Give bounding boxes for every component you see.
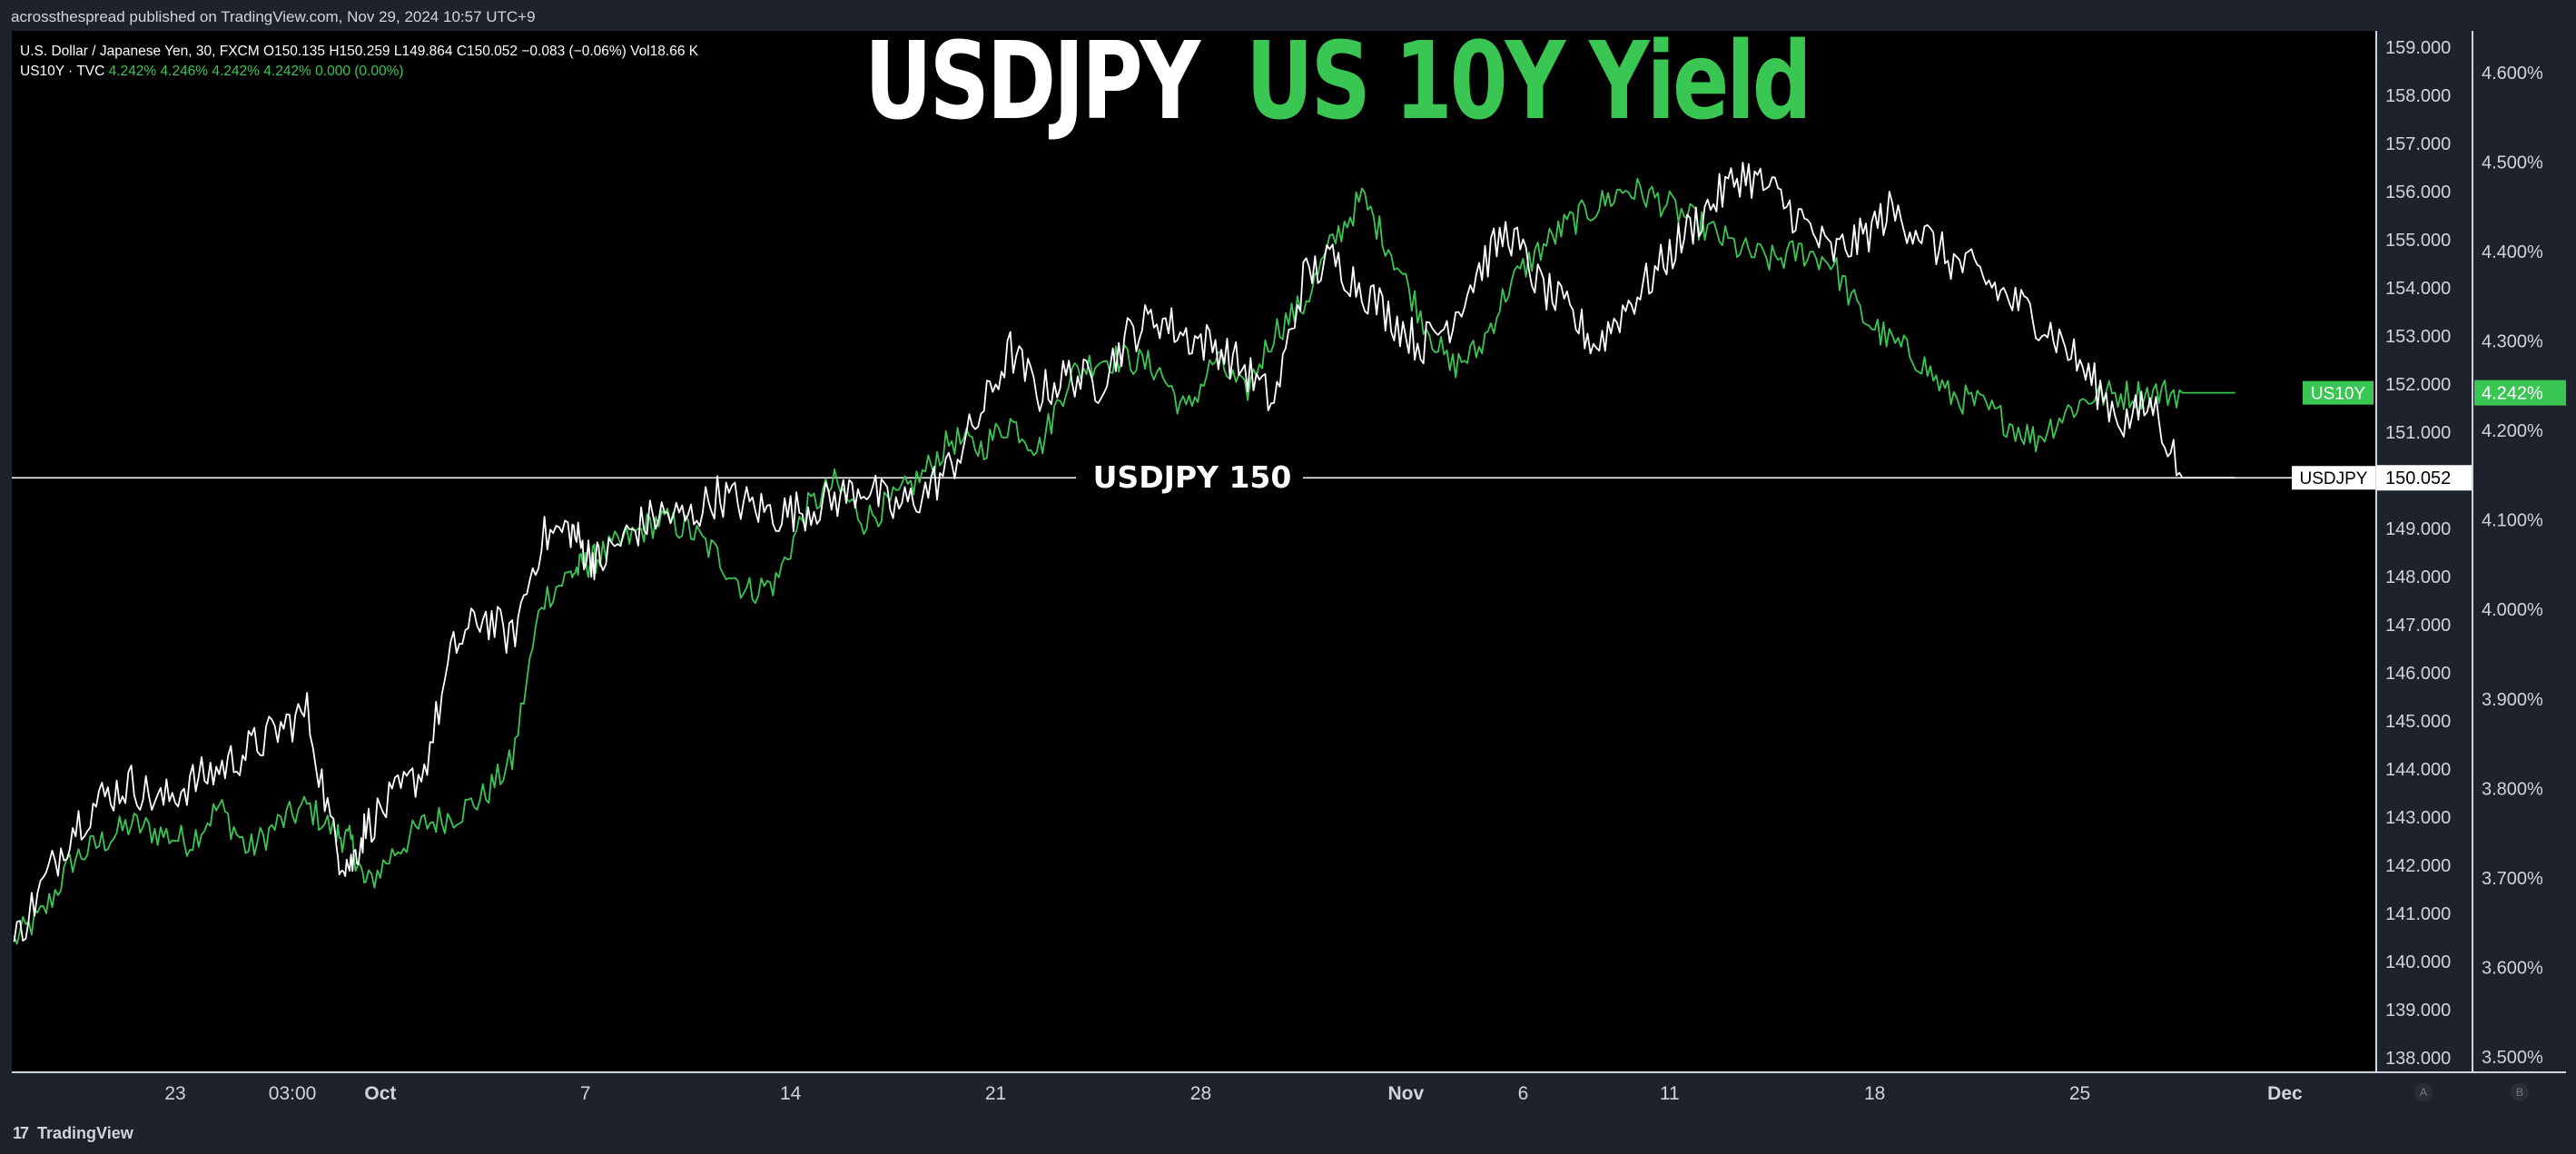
time-axis-tick: 11 [1660, 1083, 1680, 1104]
legend-usdjpy: U.S. Dollar / Japanese Yen, 30, FXCM O15… [20, 44, 698, 60]
us10y-series-tag: US10Y [2311, 385, 2366, 404]
us10y-axis-tick: 3.700% [2482, 869, 2543, 889]
price-axis-right-panel[interactable] [2474, 31, 2566, 1112]
usdjpy-axis-tick: 141.000 [2385, 904, 2451, 924]
usdjpy-tag-bg [2292, 466, 2375, 490]
tradingview-brand[interactable]: 17 TradingView [13, 1124, 133, 1143]
us10y-axis-tick: 4.200% [2482, 421, 2543, 441]
usdjpy-last-value: 150.052 [2385, 469, 2451, 488]
legend-us10y-label: US10Y · TVC [20, 64, 105, 79]
time-axis-tick: Oct [364, 1083, 396, 1104]
us10y-axis-tick: 3.800% [2482, 779, 2543, 799]
time-axis-tick: 03:00 [269, 1083, 317, 1104]
us10y-axis-tick: 3.500% [2482, 1048, 2543, 1068]
usdjpy-150-label-bg [1076, 459, 1303, 497]
usdjpy-axis-tick: 142.000 [2385, 856, 2451, 876]
scale-button-label: B [2516, 1086, 2523, 1099]
tradingview-logo-icon: 17 [13, 1124, 29, 1142]
usdjpy-axis-tick: 154.000 [2385, 279, 2451, 299]
scale-button-label: A [2420, 1086, 2427, 1099]
time-axis-tick: 18 [1864, 1083, 1885, 1104]
legend-us10y-values: 4.242% 4.246% 4.242% 4.242% 0.000 (0.00%… [108, 64, 404, 79]
time-axis-tick: Nov [1387, 1083, 1424, 1104]
us10y-axis-tick: 4.500% [2482, 153, 2543, 173]
time-axis-tick: 7 [580, 1083, 591, 1104]
us10y-axis-tick: 4.300% [2482, 331, 2543, 351]
top-bar: acrossthespread published on TradingView… [0, 0, 2576, 31]
usdjpy-axis-tick: 155.000 [2385, 231, 2451, 251]
usdjpy-last-value-bg [2376, 465, 2472, 491]
usdjpy-series-line [13, 162, 2235, 942]
usdjpy-axis-tick: 148.000 [2385, 567, 2451, 587]
time-axis-panel[interactable] [12, 1072, 2566, 1112]
us10y-axis-tick: 3.900% [2482, 690, 2543, 710]
us10y-axis-tick: 4.600% [2482, 64, 2543, 84]
usdjpy-axis-tick: 144.000 [2385, 760, 2451, 780]
usdjpy-axis-tick: 149.000 [2385, 519, 2451, 539]
usdjpy-axis-tick: 152.000 [2385, 375, 2451, 395]
price-axis-left-panel[interactable] [2376, 31, 2472, 1112]
usdjpy-axis-tick: 140.000 [2385, 952, 2451, 972]
usdjpy-axis-tick: 159.000 [2385, 38, 2451, 58]
us10y-axis-tick: 4.100% [2482, 511, 2543, 531]
time-axis-tick: 14 [780, 1083, 802, 1104]
scale-button-a[interactable] [2414, 1083, 2433, 1101]
usdjpy-axis-tick: 151.000 [2385, 423, 2451, 443]
publish-info: acrossthespread published on TradingView… [11, 8, 536, 25]
usdjpy-150-label: USDJPY 150 [1093, 459, 1292, 495]
title-usdjpy: USDJPY [864, 18, 1200, 143]
chart-plot-area[interactable] [12, 31, 2376, 1112]
usdjpy-axis-tick: 147.000 [2385, 616, 2451, 636]
time-axis-tick: 21 [985, 1083, 1006, 1104]
usdjpy-axis-tick: 143.000 [2385, 808, 2451, 828]
us10y-last-value-bg [2474, 380, 2566, 406]
usdjpy-series-tag: USDJPY [2300, 469, 2368, 488]
usdjpy-axis-tick: 138.000 [2385, 1049, 2451, 1069]
time-axis-tick: 6 [1518, 1083, 1529, 1104]
usdjpy-axis-tick: 156.000 [2385, 182, 2451, 202]
time-axis-tick: 25 [2069, 1083, 2090, 1104]
time-axis-tick: 23 [164, 1083, 185, 1104]
tradingview-name: TradingView [37, 1124, 133, 1142]
us10y-axis-tick: 4.000% [2482, 600, 2543, 620]
us10y-last-value: 4.242% [2482, 384, 2543, 404]
usdjpy-axis-tick: 157.000 [2385, 134, 2451, 154]
bottom-bar: 17 TradingView [0, 1112, 2576, 1154]
usdjpy-axis-tick: 153.000 [2385, 327, 2451, 347]
usdjpy-axis-tick: 146.000 [2385, 664, 2451, 684]
us10y-series-line [13, 177, 2235, 945]
legend-usdjpy-text: U.S. Dollar / Japanese Yen, 30, FXCM O15… [20, 44, 699, 59]
usdjpy-axis-tick: 139.000 [2385, 1001, 2451, 1021]
time-axis-tick: 28 [1190, 1083, 1211, 1104]
scale-button-b[interactable] [2511, 1083, 2529, 1101]
usdjpy-axis-tick: 158.000 [2385, 86, 2451, 106]
legend-us10y: US10Y · TVC 4.242% 4.246% 4.242% 4.242% … [20, 64, 404, 80]
us10y-axis-tick: 4.400% [2482, 242, 2543, 262]
us10y-tag-bg [2303, 380, 2374, 405]
usdjpy-axis-tick: 145.000 [2385, 712, 2451, 732]
time-axis-tick: Dec [2267, 1083, 2303, 1104]
us10y-axis-tick: 3.600% [2482, 958, 2543, 978]
title-us10y-yield: US 10Y Yield [1246, 18, 1812, 143]
